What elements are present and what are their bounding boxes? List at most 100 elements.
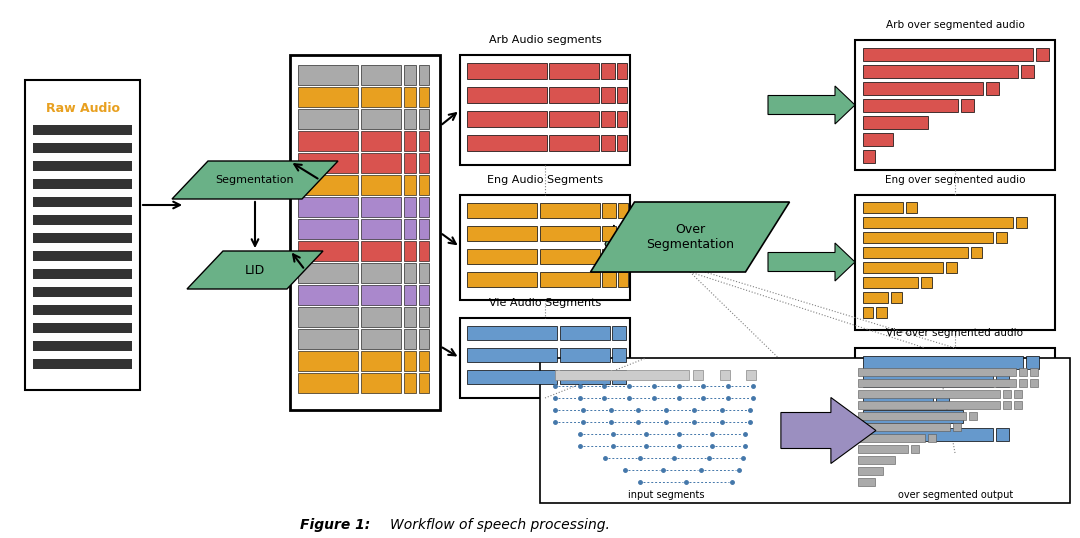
Bar <box>863 48 1032 61</box>
Bar <box>404 87 416 107</box>
Bar <box>540 358 1070 503</box>
Text: Workflow of speech processing.: Workflow of speech processing. <box>390 518 610 532</box>
Bar <box>863 307 873 318</box>
Bar <box>602 272 616 287</box>
Bar <box>467 63 546 79</box>
Bar <box>891 292 902 303</box>
Text: Vie Audio Segments: Vie Audio Segments <box>489 298 602 308</box>
Bar <box>467 135 546 151</box>
Bar <box>33 215 132 225</box>
Bar <box>467 203 537 218</box>
Bar <box>1016 217 1027 228</box>
Bar <box>602 249 616 264</box>
Bar <box>970 412 977 420</box>
Bar <box>863 356 1023 369</box>
Polygon shape <box>768 243 855 281</box>
Polygon shape <box>612 225 618 263</box>
Bar <box>746 370 756 380</box>
Bar <box>858 412 967 420</box>
Polygon shape <box>591 202 789 272</box>
Bar <box>361 307 401 327</box>
Bar <box>602 226 616 241</box>
Bar <box>1021 65 1034 78</box>
Bar <box>298 109 359 129</box>
Bar <box>936 392 949 405</box>
Bar <box>419 373 430 393</box>
Bar <box>467 226 537 241</box>
Polygon shape <box>187 251 323 289</box>
Bar <box>618 272 627 287</box>
Bar <box>863 410 963 423</box>
Bar <box>858 445 908 453</box>
Bar <box>404 307 416 327</box>
Bar <box>404 241 416 261</box>
Bar <box>361 153 401 173</box>
Bar <box>1002 390 1011 398</box>
Bar <box>855 40 1055 170</box>
Bar <box>298 87 359 107</box>
Bar <box>912 445 919 453</box>
Bar <box>361 351 401 371</box>
Text: LID: LID <box>245 264 265 277</box>
Bar <box>361 109 401 129</box>
Bar <box>549 63 599 79</box>
Bar <box>600 87 615 103</box>
Bar <box>467 326 557 340</box>
Bar <box>33 197 132 207</box>
Bar <box>863 262 943 273</box>
Bar <box>555 370 689 380</box>
Bar <box>863 428 993 441</box>
Bar <box>467 272 537 287</box>
Bar <box>33 323 132 333</box>
Bar <box>460 195 630 300</box>
Bar <box>419 241 430 261</box>
Text: Eng Audio Segments: Eng Audio Segments <box>487 175 603 185</box>
Bar <box>858 401 1000 409</box>
Bar <box>600 135 615 151</box>
Bar <box>33 233 132 243</box>
Bar <box>298 131 359 151</box>
Bar <box>298 329 359 349</box>
Text: Over
Segmentation: Over Segmentation <box>646 223 734 251</box>
Bar <box>928 434 935 442</box>
Bar <box>419 153 430 173</box>
Bar <box>549 111 599 127</box>
Bar <box>419 87 430 107</box>
Bar <box>291 55 440 410</box>
Text: Arb over segmented audio: Arb over segmented audio <box>886 20 1025 30</box>
Bar <box>33 143 132 153</box>
Bar <box>561 326 610 340</box>
Bar <box>33 251 132 261</box>
Bar <box>858 467 883 475</box>
Bar <box>33 125 132 135</box>
Text: over segmented output: over segmented output <box>899 490 1014 500</box>
Bar <box>298 65 359 85</box>
Polygon shape <box>768 86 855 124</box>
Bar <box>863 82 983 95</box>
Bar <box>404 285 416 305</box>
Bar <box>404 219 416 239</box>
Bar <box>1014 390 1022 398</box>
Bar <box>858 368 1016 376</box>
Bar <box>549 87 599 103</box>
Bar <box>33 305 132 315</box>
Bar <box>1002 401 1011 409</box>
Bar <box>863 202 903 213</box>
Bar <box>361 175 401 195</box>
Bar <box>1020 379 1027 387</box>
Bar <box>617 135 627 151</box>
Bar <box>33 179 132 189</box>
Bar <box>361 285 401 305</box>
Bar <box>33 287 132 297</box>
Text: Raw Audio: Raw Audio <box>45 102 120 115</box>
Bar <box>298 153 359 173</box>
Bar <box>404 197 416 217</box>
Bar <box>996 232 1007 243</box>
Bar <box>858 390 1000 398</box>
Bar <box>863 99 958 112</box>
Bar <box>1026 356 1039 369</box>
Bar <box>361 219 401 239</box>
Bar <box>602 203 616 218</box>
Bar <box>612 370 626 384</box>
Bar <box>612 326 626 340</box>
